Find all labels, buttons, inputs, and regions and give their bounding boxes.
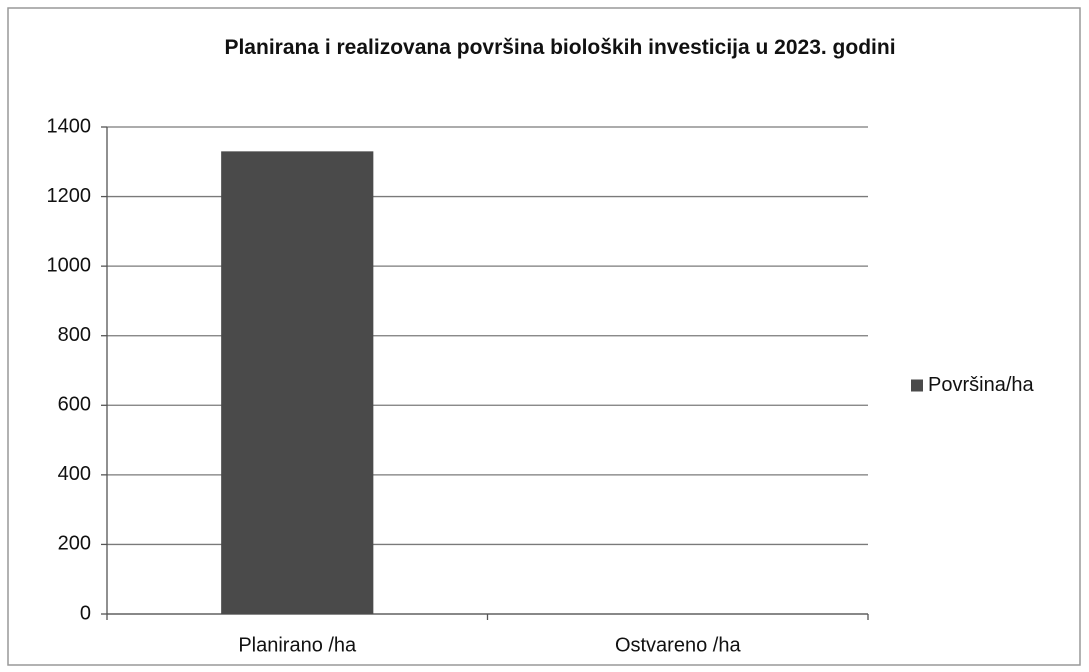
- y-tick-label: 400: [58, 463, 91, 485]
- chart-frame: [7, 7, 1081, 666]
- bar: [221, 151, 374, 614]
- y-tick-label: 1000: [47, 254, 92, 276]
- y-tick-label: 800: [58, 324, 91, 346]
- x-tick-label: Ostvareno /ha: [615, 634, 742, 656]
- y-tick-label: 200: [58, 533, 91, 555]
- chart-title: Planirana i realizovana površina biološk…: [224, 36, 896, 59]
- legend-swatch: [911, 379, 923, 392]
- x-tick-label: Planirano /ha: [238, 634, 357, 656]
- y-tick-label: 0: [80, 602, 91, 624]
- legend-label: Površina/ha: [928, 374, 1034, 396]
- y-tick-label: 1200: [47, 185, 92, 207]
- y-tick-label: 600: [58, 394, 91, 416]
- y-tick-label: 1400: [47, 115, 92, 137]
